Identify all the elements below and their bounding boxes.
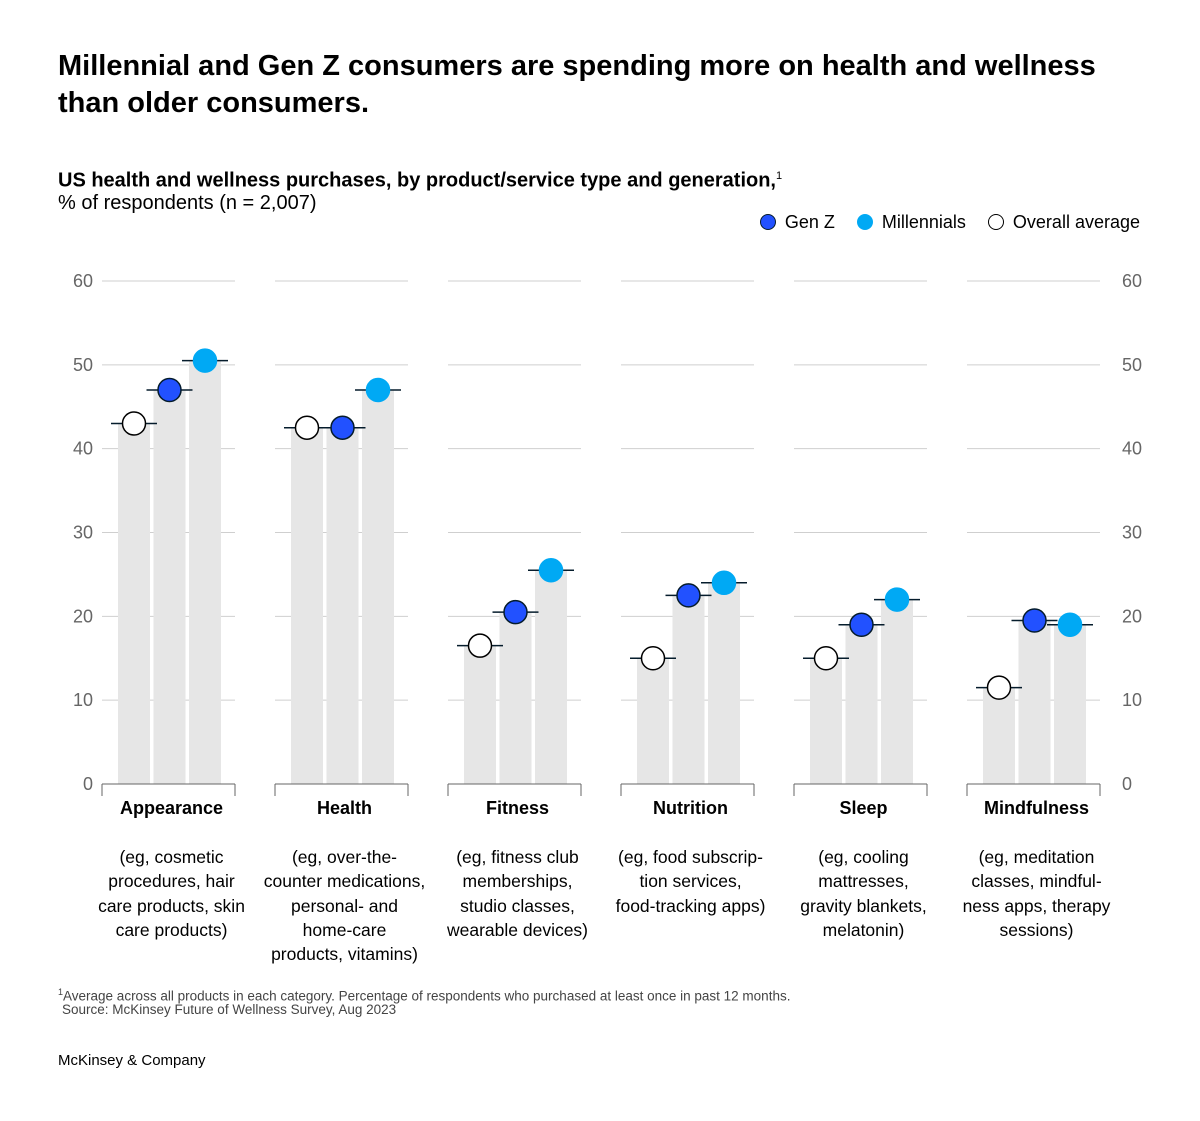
bar	[881, 599, 913, 784]
category-label: Sleep	[839, 798, 887, 818]
category-description: (eg, food subscrip- tion services, food-…	[615, 847, 766, 916]
data-point	[1022, 608, 1047, 633]
data-point	[813, 646, 839, 671]
category-description: (eg, fitness club memberships, studio cl…	[446, 847, 589, 940]
bar	[118, 423, 150, 784]
y-tick-label-left: 20	[73, 606, 93, 626]
bar	[499, 612, 532, 784]
gen-z-swatch	[759, 214, 776, 230]
bar	[362, 389, 394, 784]
y-tick-label-right: 30	[1122, 523, 1142, 543]
category-description: (eg, meditation classes, mindful- ness a…	[962, 847, 1111, 940]
data-point	[849, 612, 874, 637]
legend-label-overall-average: Overall average	[1012, 212, 1140, 232]
category-description: (eg, cosmetic procedures, hair care prod…	[98, 847, 245, 940]
y-tick-label-left: 0	[83, 774, 93, 794]
data-point	[330, 415, 355, 440]
bar	[708, 582, 740, 784]
bar	[672, 595, 705, 784]
chart-headline: Millennial and Gen Z consumers are spend…	[58, 50, 1096, 119]
footnote-text: Average across all products in each cate…	[63, 988, 791, 1004]
y-tick-label-left: 10	[73, 690, 93, 710]
y-tick-label-right: 0	[1122, 774, 1132, 794]
category-label: Mindfulness	[984, 798, 1089, 818]
data-point	[467, 633, 493, 658]
bar	[810, 658, 842, 784]
legend-item-overall-average: Overall average	[987, 211, 1140, 233]
data-point	[640, 646, 666, 671]
y-tick-label-left: 40	[73, 439, 93, 459]
chart-plot: 0 0 10 10 20 20 30 30 40 40 50 50 60 60 Appearance Heal…	[73, 271, 1142, 818]
bar	[1054, 624, 1086, 784]
legend-label-millennials: Millennials	[881, 212, 966, 232]
data-point	[294, 415, 320, 440]
source-note: Source: McKinsey Future of Wellness Surv…	[62, 1002, 397, 1017]
bar	[153, 389, 186, 784]
legend-item-millennials: Millennials	[856, 211, 966, 233]
footnote: 1Average across all products in each cat…	[58, 984, 790, 1005]
footnote-marker: 1	[58, 987, 64, 997]
bar	[326, 427, 359, 784]
y-tick-label-right: 20	[1122, 606, 1142, 626]
data-point	[121, 411, 147, 436]
overall-average-swatch	[987, 214, 1004, 230]
data-point	[538, 557, 564, 583]
y-tick-label-left: 50	[73, 355, 93, 375]
bar	[464, 645, 496, 784]
bar	[983, 687, 1015, 784]
legend-label-gen-z: Gen Z	[784, 212, 835, 232]
data-point	[503, 599, 528, 625]
data-point	[884, 587, 910, 612]
chart-legend: Gen Z Millennials Overall average	[759, 211, 1140, 233]
category-description: (eg, cooling mattresses, gravity blanket…	[800, 847, 927, 940]
chart-units: % of respondents (n = 2,007)	[58, 192, 317, 214]
category-description: (eg, over-the- counter medications, pers…	[263, 847, 426, 965]
y-tick-label-right: 60	[1122, 271, 1142, 291]
data-point	[711, 570, 737, 596]
bar	[291, 427, 323, 784]
brand-logo-text: McKinsey & Company	[58, 1052, 206, 1069]
data-point	[986, 675, 1012, 700]
bar	[189, 360, 221, 784]
chart-subtitle: US health and wellness purchases, by pro…	[58, 163, 782, 194]
bar	[1018, 620, 1051, 784]
y-tick-label-left: 60	[73, 271, 93, 291]
y-tick-label-right: 50	[1122, 355, 1142, 375]
category-label: Fitness	[486, 798, 549, 818]
millennials-swatch	[856, 214, 873, 230]
legend-item-gen-z: Gen Z	[759, 211, 835, 233]
data-point	[676, 583, 701, 608]
data-point	[157, 377, 182, 403]
category-label: Health	[317, 798, 372, 818]
bar	[845, 624, 878, 784]
category-label: Appearance	[120, 798, 223, 818]
data-point	[365, 377, 391, 403]
y-tick-label-right: 10	[1122, 690, 1142, 710]
data-point	[1057, 612, 1083, 637]
bar	[637, 658, 669, 784]
y-tick-label-left: 30	[73, 523, 93, 543]
category-label: Nutrition	[653, 798, 728, 818]
subtitle-footnote-marker: 1	[776, 170, 783, 182]
bar	[535, 570, 567, 784]
data-point	[192, 348, 218, 373]
subtitle-text: US health and wellness purchases, by pro…	[58, 169, 776, 192]
y-tick-label-right: 40	[1122, 439, 1142, 459]
